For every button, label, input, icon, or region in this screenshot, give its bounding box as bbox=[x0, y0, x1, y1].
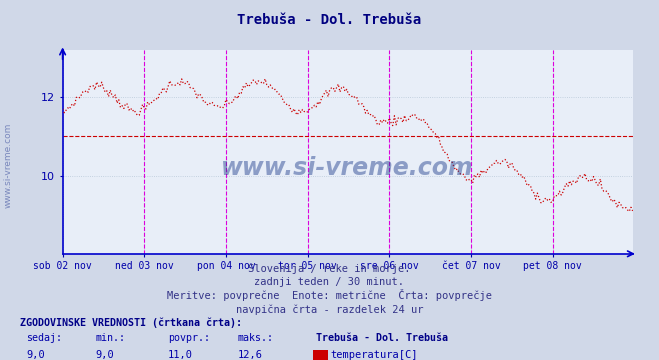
Text: 12,6: 12,6 bbox=[237, 350, 262, 360]
Text: maks.:: maks.: bbox=[237, 333, 273, 343]
Text: zadnji teden / 30 minut.: zadnji teden / 30 minut. bbox=[254, 278, 405, 288]
Text: sedaj:: sedaj: bbox=[26, 333, 63, 343]
Text: 11,0: 11,0 bbox=[168, 350, 193, 360]
Text: Slovenija / reke in morje.: Slovenija / reke in morje. bbox=[248, 264, 411, 274]
Text: www.si-vreme.com: www.si-vreme.com bbox=[221, 156, 474, 180]
Text: Meritve: povprečne  Enote: metrične  Črta: povprečje: Meritve: povprečne Enote: metrične Črta:… bbox=[167, 289, 492, 301]
Text: 9,0: 9,0 bbox=[26, 350, 45, 360]
Text: min.:: min.: bbox=[96, 333, 126, 343]
Text: temperatura[C]: temperatura[C] bbox=[331, 350, 418, 360]
Text: povpr.:: povpr.: bbox=[168, 333, 210, 343]
Text: Trebuša - Dol. Trebuša: Trebuša - Dol. Trebuša bbox=[316, 333, 448, 343]
Text: 9,0: 9,0 bbox=[96, 350, 114, 360]
Text: Trebuša - Dol. Trebuša: Trebuša - Dol. Trebuša bbox=[237, 13, 422, 27]
Text: www.si-vreme.com: www.si-vreme.com bbox=[4, 123, 13, 208]
Text: navpična črta - razdelek 24 ur: navpična črta - razdelek 24 ur bbox=[236, 304, 423, 315]
Text: ZGODOVINSKE VREDNOSTI (črtkana črta):: ZGODOVINSKE VREDNOSTI (črtkana črta): bbox=[20, 317, 242, 328]
